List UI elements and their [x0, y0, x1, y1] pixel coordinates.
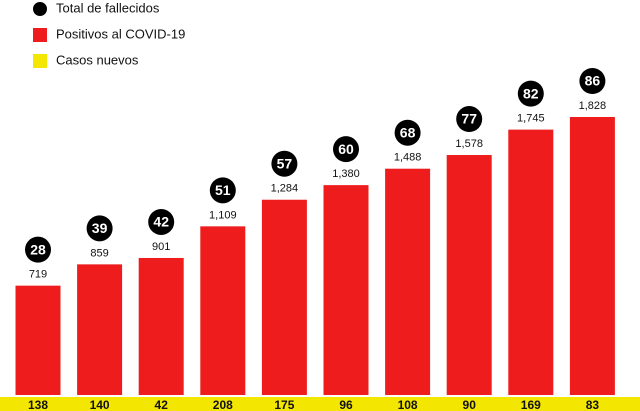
bar [200, 226, 246, 395]
death-label: 68 [400, 124, 416, 140]
new-cases-label: 96 [339, 398, 353, 411]
value-label: 901 [152, 241, 170, 253]
death-label: 39 [92, 220, 108, 236]
new-cases-label: 83 [586, 398, 600, 411]
legend-marker [33, 54, 47, 68]
new-cases-label: 90 [463, 398, 477, 411]
value-label: 1,828 [579, 100, 607, 112]
death-marker [25, 236, 51, 263]
value-label: 719 [29, 269, 47, 281]
death-marker [456, 106, 483, 133]
value-label: 859 [90, 247, 108, 259]
value-label: 1,488 [394, 152, 422, 164]
new-cases-label: 208 [213, 398, 233, 411]
new-cases-label: 108 [398, 398, 418, 411]
death-label: 60 [338, 141, 354, 157]
value-label: 1,380 [332, 168, 360, 180]
death-marker [271, 150, 298, 177]
death-label: 86 [585, 73, 601, 89]
bar [77, 264, 123, 395]
value-label: 1,284 [271, 183, 299, 195]
death-marker [394, 119, 421, 146]
legend-label: Total de fallecidos [56, 0, 160, 15]
new-cases-label: 175 [274, 398, 294, 411]
new-cases-label: 169 [521, 398, 541, 411]
bar [261, 199, 307, 395]
death-marker [209, 177, 236, 204]
legend-marker [33, 28, 47, 42]
bar [446, 155, 492, 395]
death-label: 57 [277, 155, 293, 171]
bar [508, 129, 554, 395]
legend-label: Casos nuevos [56, 52, 139, 67]
death-label: 51 [215, 182, 231, 198]
death-label: 82 [523, 85, 539, 101]
death-label: 28 [30, 241, 46, 257]
value-label: 1,109 [209, 209, 237, 221]
bar [138, 257, 184, 395]
bar [323, 185, 369, 395]
death-marker [86, 215, 113, 242]
new-cases-label: 42 [155, 398, 169, 411]
value-label: 1,745 [517, 113, 545, 125]
bar [15, 285, 61, 395]
legend-marker [33, 2, 47, 16]
death-marker [333, 136, 359, 163]
legend-label: Positivos al COVID-19 [56, 26, 185, 41]
death-marker [517, 80, 544, 107]
value-label: 1,578 [455, 138, 483, 150]
bar [569, 117, 615, 395]
new-cases-label: 140 [90, 398, 110, 411]
death-label: 42 [153, 214, 169, 230]
new-cases-label: 138 [28, 398, 48, 411]
bar [385, 168, 431, 395]
death-marker [148, 208, 175, 235]
death-marker [579, 68, 606, 94]
new-cases-strip [0, 397, 640, 411]
death-label: 77 [461, 111, 477, 127]
